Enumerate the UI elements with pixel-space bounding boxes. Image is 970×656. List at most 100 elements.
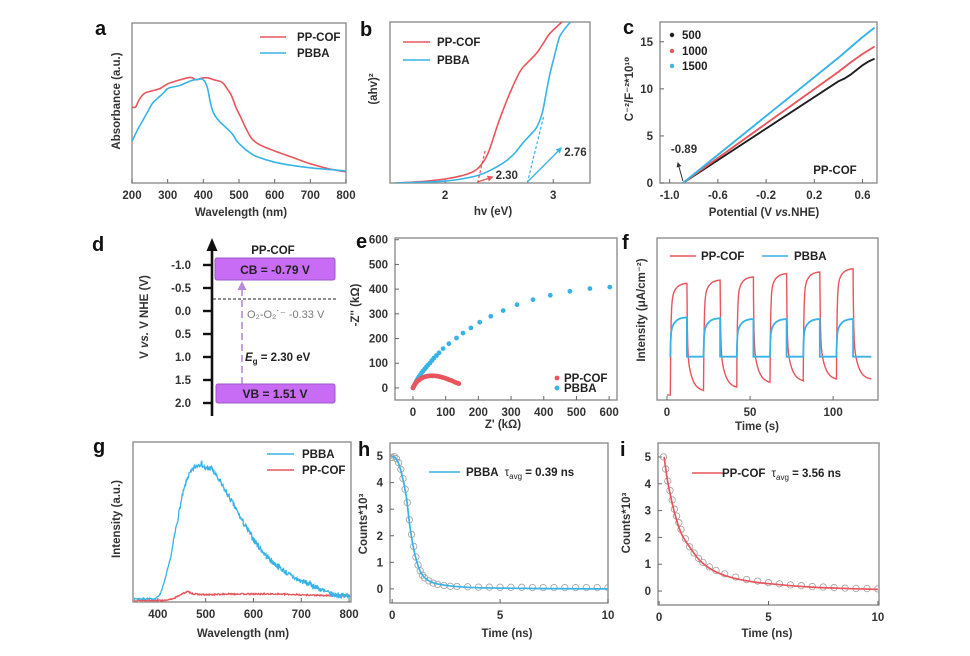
- measured-point: [604, 583, 608, 592]
- series-layer: [682, 26, 876, 183]
- measured-point: [507, 583, 515, 591]
- measured-point: [593, 583, 601, 592]
- data-point: [436, 350, 442, 356]
- x-tick-label: 100: [436, 407, 455, 419]
- x-tick-label: 0: [389, 610, 395, 622]
- panel-e: e 0 100 200 300 400 500 600 0 100 200 300 400 500 600…: [350, 231, 619, 431]
- measured-point: [571, 583, 580, 592]
- legend-label-1500: 1500: [682, 61, 708, 73]
- legend-label-pbba: PBBA: [302, 449, 335, 461]
- plot-frame: [659, 21, 878, 184]
- inset-label: PP-COF: [813, 165, 856, 177]
- x-tick-label: 200: [469, 407, 488, 419]
- legend-series-name: PP-COF: [722, 468, 765, 480]
- series-line-pbba: [669, 316, 872, 358]
- intercept-pointer-arrow: [676, 162, 684, 182]
- x-tick-label: 200: [122, 190, 141, 202]
- plot-area: 400 500 600 700 800: [132, 441, 359, 621]
- legend-label-1000: 1000: [682, 46, 708, 58]
- data-point: [547, 292, 553, 298]
- y-axis-label: Counts*10³: [621, 492, 633, 553]
- x-tick-label: -1.0: [660, 190, 680, 202]
- x-tick-label: 300: [158, 190, 177, 202]
- legend: PP-COF PBBA: [403, 37, 480, 67]
- x-tick-label: 700: [292, 609, 311, 621]
- diagram-title: PP-COF: [251, 245, 294, 257]
- legend: PBBA τavg = 0.39 ns: [429, 467, 574, 481]
- y-tick-label: 0: [377, 584, 383, 596]
- x-tick-label: -0.2: [756, 190, 776, 202]
- series-layer: [410, 284, 613, 391]
- x-tick-label: 500: [229, 190, 248, 202]
- legend-marker-1500: [669, 63, 675, 69]
- panel-label: h: [358, 439, 370, 461]
- legend-label-pp-cof: PP-COF: [564, 373, 607, 385]
- conduction-band-box: [214, 257, 336, 281]
- y-tick-label: 500: [369, 259, 388, 271]
- legend-label-pbba: PBBA: [564, 383, 597, 395]
- legend-label-pbba: PBBA: [794, 251, 827, 263]
- x-axis-label: Potential (V vs.NHE): [709, 207, 820, 219]
- y-tick-label: 300: [369, 309, 388, 321]
- legend: PP-COF τavg = 3.56 ns: [692, 468, 841, 482]
- tau-symbol: τ: [771, 468, 776, 480]
- measured-point: [518, 583, 526, 591]
- plot-area: 0 100 200 300 400 500 600 0 100 200 300 400 500 600: [369, 235, 619, 419]
- plot-frame: [389, 21, 591, 184]
- y-axis-label-pre: V: [139, 348, 151, 359]
- y-tick-label: 0: [645, 586, 651, 598]
- x-tick-label: 2: [442, 190, 448, 202]
- x-tick-label: 800: [336, 190, 355, 202]
- x-tick-label: 0: [664, 407, 670, 419]
- legend-marker-pp-cof: [554, 375, 560, 381]
- x-tick-label: 10: [872, 612, 885, 624]
- x-tick-label: -0.6: [708, 190, 728, 202]
- panel-label: d: [92, 234, 104, 256]
- series-line-pp-cof: [133, 590, 351, 602]
- series-layer: [132, 76, 346, 173]
- panel-b: b 2 3 2.30 2.76 hv (eV) (ahv)² PP-COF PBBA: [360, 19, 591, 218]
- series-layer: [395, 22, 572, 183]
- plot-area: 2 3 2.30 2.76: [389, 21, 591, 202]
- panel-label: e: [356, 231, 367, 253]
- x-tick-label: 100: [824, 407, 843, 419]
- data-point: [477, 319, 483, 325]
- series-line-1000: [682, 45, 876, 183]
- bandgap-arrowhead-icon: [237, 281, 247, 290]
- legend: PBBA PP-COF: [267, 449, 345, 477]
- panel-g: g 400 500 600 700 800 Wavelength (nm) Intens…: [93, 436, 359, 640]
- legend-label-pbba: PBBA: [297, 48, 330, 60]
- tau-subscript: avg: [509, 472, 522, 481]
- y-axis-label: -Z'' (kΩ): [350, 283, 362, 326]
- tau-subscript: avg: [776, 473, 789, 482]
- valence-band-label: VB = 1.51 V: [242, 387, 307, 401]
- series-line-pbba: [133, 460, 351, 601]
- legend: 500 1000 1500: [669, 30, 708, 73]
- data-point: [514, 302, 520, 308]
- x-tick-label: 500: [196, 609, 215, 621]
- x-tick-label: 400: [534, 407, 553, 419]
- measured-point: [550, 583, 558, 592]
- x-axis-label: Time (ns): [742, 628, 793, 640]
- series-line-pp-cof: [395, 22, 563, 183]
- series-line-1500: [682, 26, 876, 183]
- y-axis-label: (ahv)²: [368, 73, 380, 104]
- x-tick-label: 5: [497, 610, 504, 622]
- legend-marker-pbba: [554, 385, 560, 391]
- y-tick-label: 200: [369, 334, 388, 346]
- legend-marker-500: [669, 32, 675, 38]
- measured-point: [690, 549, 698, 557]
- y-axis-label: Counts*10³: [358, 493, 370, 554]
- x-axis-label: Time (ns): [482, 628, 533, 640]
- y-tick-label: 2: [377, 531, 383, 543]
- data-point: [607, 284, 613, 290]
- x-axis-label: Time (s): [735, 421, 779, 433]
- y-axis-label-italic: vs.: [139, 332, 151, 348]
- panel-label: g: [93, 436, 105, 458]
- legend-label-pbba: PBBA: [437, 55, 470, 67]
- y-axis-label: C⁻²/F⁻²*10¹⁰: [624, 57, 636, 121]
- measured-point: [416, 567, 424, 575]
- series-line-pp-cof: [132, 76, 346, 173]
